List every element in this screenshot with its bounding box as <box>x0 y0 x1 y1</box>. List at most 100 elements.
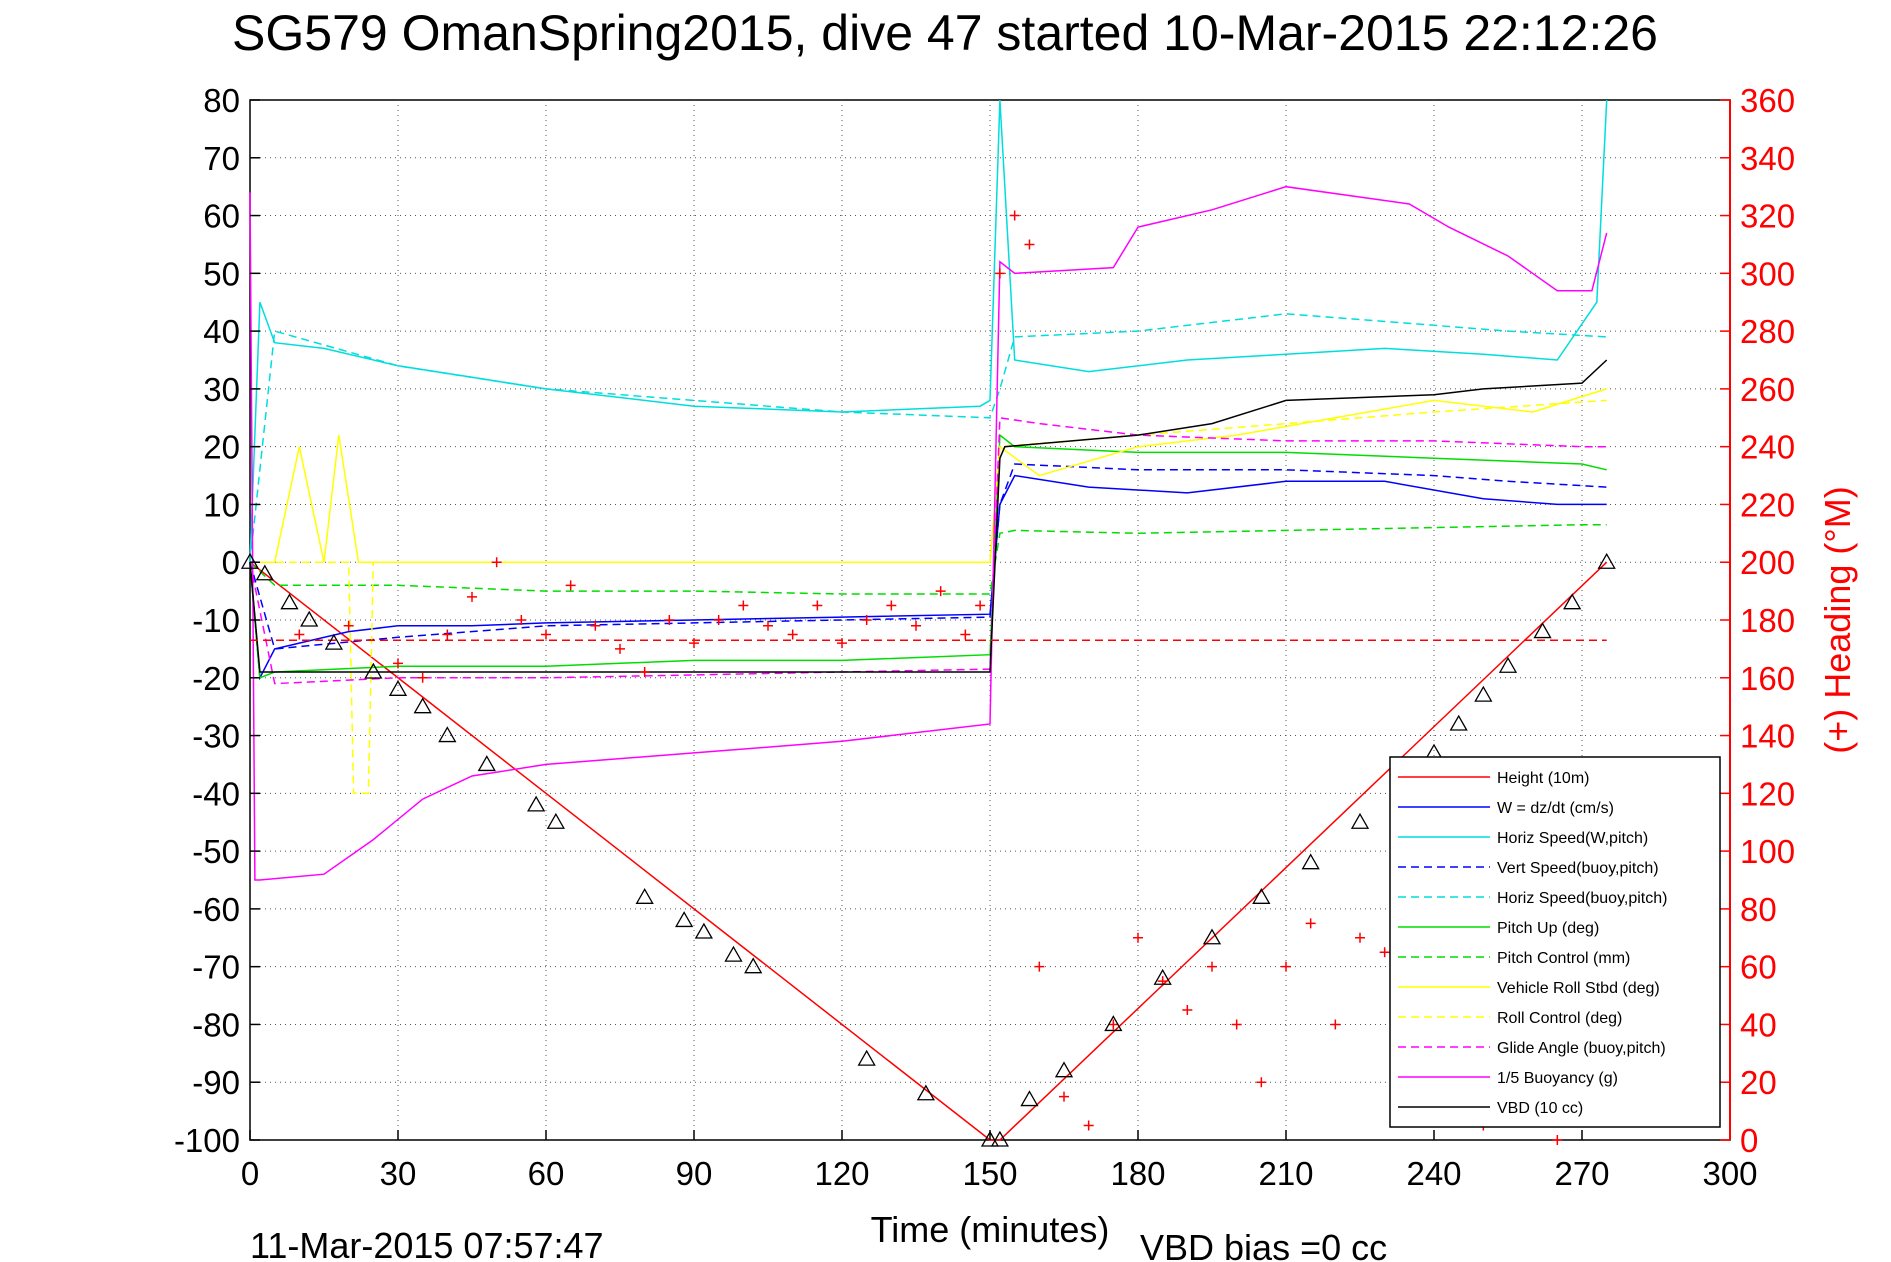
heading-point <box>837 638 847 649</box>
height-marker <box>1252 888 1271 904</box>
height-marker <box>477 755 496 772</box>
heading-point <box>935 586 946 597</box>
x-tick-label: 90 <box>676 1155 713 1192</box>
heading-point <box>1330 1019 1341 1030</box>
height-marker <box>1498 656 1518 673</box>
height-marker <box>280 593 299 610</box>
heading-point <box>664 615 675 625</box>
y-tick-label: 0 <box>222 544 240 581</box>
height-marker <box>1202 928 1222 945</box>
heading-point <box>491 557 502 568</box>
y2-tick-label: 160 <box>1740 660 1795 697</box>
heading-point <box>417 672 428 683</box>
heading-point <box>738 600 749 611</box>
y2-tick-label: 80 <box>1740 891 1777 928</box>
y-tick-label: -10 <box>192 602 240 639</box>
heading-point <box>343 620 354 631</box>
heading-point <box>615 643 625 654</box>
series-lines <box>249 99 1608 1141</box>
series-8-line <box>250 399 1607 795</box>
y2-tick-label: 40 <box>1740 1006 1777 1043</box>
y2-tick-label: 280 <box>1740 313 1795 350</box>
y2-tick-label: 320 <box>1740 198 1795 235</box>
y2-tick-label: 300 <box>1740 255 1795 292</box>
y2-tick-label: 200 <box>1740 544 1795 581</box>
y2-tick-label: 100 <box>1740 833 1795 870</box>
x-axis-label: Time (minutes) <box>871 1209 1110 1250</box>
heading-point <box>861 615 872 625</box>
heading-point <box>1552 1135 1563 1145</box>
y-tick-label: -90 <box>192 1064 240 1101</box>
heading-point <box>541 629 551 640</box>
y-tick-label: 10 <box>203 486 240 523</box>
heading-point <box>516 615 527 625</box>
heading-point <box>393 658 403 669</box>
heading-point <box>1009 210 1020 221</box>
heading-point <box>763 620 773 631</box>
height-marker <box>240 552 260 569</box>
y2-tick-label: 260 <box>1740 371 1795 408</box>
height-marker <box>527 795 546 812</box>
height-marker <box>724 945 743 962</box>
heading-point <box>1305 918 1316 929</box>
height-marker <box>1054 1061 1074 1078</box>
legend-entry: Glide Angle (buoy,pitch) <box>1497 1040 1666 1057</box>
legend-entry: Roll Control (deg) <box>1497 1010 1622 1027</box>
height-marker <box>990 1130 1009 1147</box>
heading-point <box>1108 1019 1119 1030</box>
y2-tick-label: 0 <box>1740 1122 1758 1159</box>
height-marker <box>388 680 408 696</box>
series-1-line <box>249 474 1607 681</box>
height-marker <box>364 662 383 679</box>
y2-axis-ticks: 3603403203002802602402202001801601401201… <box>1720 82 1795 1159</box>
y2-tick-label: 220 <box>1740 486 1795 523</box>
series-2-line <box>249 99 1608 563</box>
y-tick-label: 20 <box>203 429 240 466</box>
height-marker <box>1474 685 1493 702</box>
heading-point <box>1256 1077 1267 1088</box>
legend-box <box>1389 756 1721 1128</box>
heading-point <box>1207 961 1217 972</box>
height-marker <box>857 1049 876 1066</box>
series-11-line <box>249 359 1608 673</box>
heading-point <box>787 629 798 640</box>
height-marker <box>1104 1015 1123 1032</box>
y-axis-ticks: 80 70 60 50 40 30 20 10 0 -10 -20 -30 -40 -50 -60 -70 -8… <box>174 82 260 1159</box>
end-time-label: 11-Mar-2015 07:57:47 <box>250 1225 604 1262</box>
heading-point <box>1355 932 1365 943</box>
series-6-line <box>249 523 1607 595</box>
legend-entry: Horiz Speed(buoy,pitch) <box>1497 890 1667 907</box>
y2-tick-label: 180 <box>1740 602 1795 639</box>
heading-point <box>1083 1120 1094 1131</box>
height-marker <box>1020 1090 1039 1107</box>
height-marker <box>324 633 343 650</box>
y-tick-label: -100 <box>174 1122 240 1159</box>
x-tick-label: 270 <box>1554 1155 1609 1192</box>
y2-tick-label: 340 <box>1740 140 1795 177</box>
height-marker <box>1533 622 1552 639</box>
heading-point <box>639 667 650 677</box>
heading-point <box>590 620 601 631</box>
series-7-line <box>250 388 1607 563</box>
legend-entry: Height (10m) <box>1497 770 1589 787</box>
x-tick-label: 60 <box>528 1155 565 1192</box>
heading-point <box>467 591 477 602</box>
legend-entry: W = dz/dt (cm/s) <box>1497 800 1614 817</box>
height-marker <box>744 957 763 974</box>
y-tick-label: 70 <box>203 140 240 177</box>
legend-entry: VBD (10 cc) <box>1497 1100 1583 1117</box>
x-tick-label: 210 <box>1258 1155 1313 1192</box>
height-marker <box>1563 593 1582 610</box>
legend-entry: Vert Speed(buoy,pitch) <box>1497 860 1659 877</box>
heading-point <box>1024 239 1035 250</box>
heading-point <box>1034 961 1045 972</box>
heading-point <box>1231 1019 1242 1030</box>
y-tick-label: 30 <box>203 371 240 408</box>
y-tick-label: -70 <box>192 949 240 986</box>
height-marker <box>1597 552 1616 569</box>
heading-point <box>442 629 453 640</box>
x-tick-label: 300 <box>1702 1155 1757 1192</box>
series-5-line <box>249 433 1607 679</box>
y2-tick-label: 140 <box>1740 718 1795 755</box>
chart-title: SG579 OmanSpring2015, dive 47 started 10… <box>232 5 1658 61</box>
